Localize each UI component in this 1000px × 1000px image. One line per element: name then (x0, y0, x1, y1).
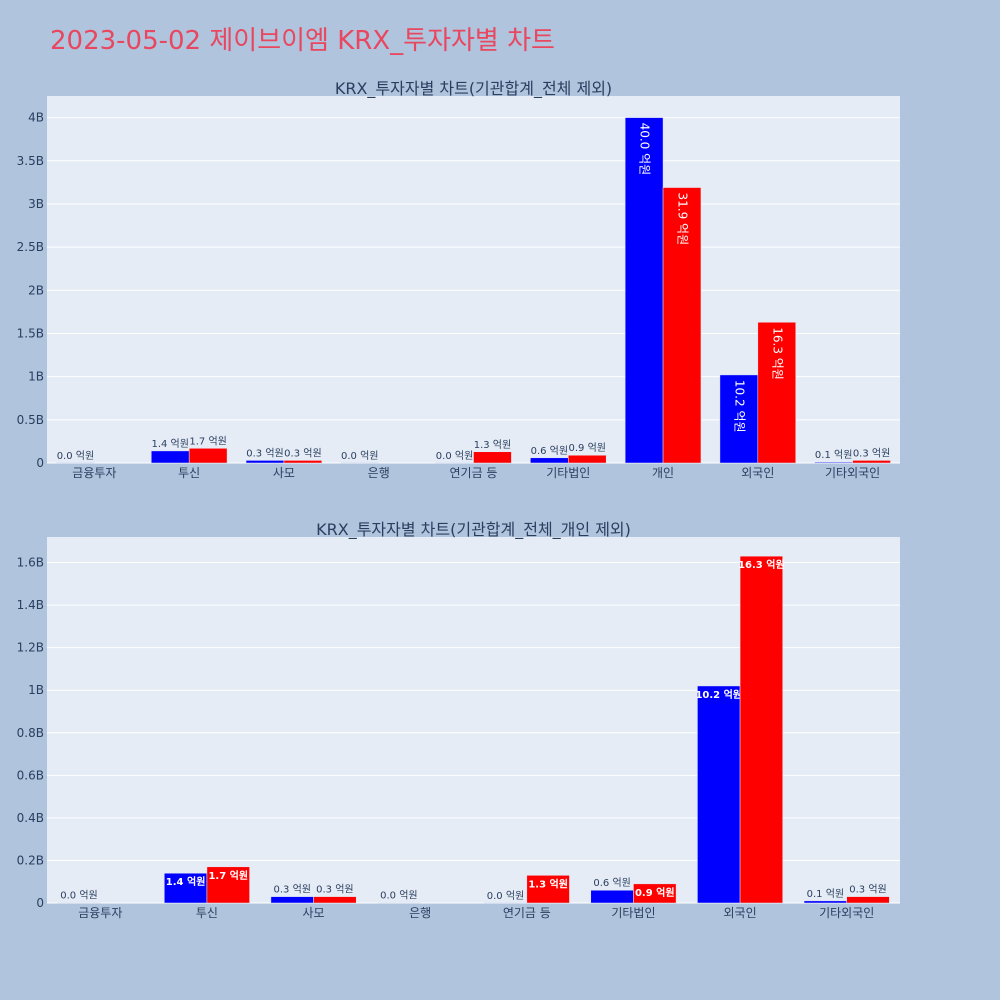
bar (283, 460, 323, 464)
bar (188, 448, 228, 464)
data-label: 1.3 억원 (528, 877, 568, 890)
data-label: 31.9 억원 (676, 193, 690, 246)
data-label: 0.0 억원 (57, 450, 94, 462)
y-tick-label: 3.5B (17, 154, 44, 168)
bar (719, 374, 759, 464)
data-label: 0.0 억원 (60, 890, 97, 902)
bar (757, 321, 796, 464)
data-label: 16.3 억원 (770, 327, 784, 380)
x-tick-label: 기타외국인 (825, 466, 880, 480)
data-label: 1.3 억원 (474, 439, 511, 451)
x-tick-label: 투신 (196, 906, 218, 920)
data-label: 0.1 억원 (807, 888, 844, 900)
data-label: 1.7 억원 (208, 869, 248, 882)
page-title: 2023-05-02 제이브이엠 KRX_투자자별 차트 (50, 26, 555, 56)
data-label: 0.3 억원 (849, 884, 886, 896)
x-tick-label: 은행 (409, 905, 431, 920)
bar (206, 866, 250, 904)
x-tick-label: 투신 (178, 466, 200, 480)
x-tick-label: 연기금 등 (503, 906, 551, 920)
chart-top: KRX_투자자별 차트(기관합계_전체 제외) 0 0.5B 1B 1.5B 2B 2.5B… (17, 79, 900, 480)
data-label: 10.2 억원 (695, 688, 742, 701)
bar (814, 461, 853, 464)
data-label: 0.9 억원 (635, 886, 675, 899)
data-label: 1.4 억원 (166, 875, 206, 888)
x-tick-label: 사모 (303, 906, 325, 920)
data-label: 0.3 억원 (273, 884, 310, 896)
data-label: 0.3 억원 (284, 447, 321, 459)
y-tick-label: 0.5B (17, 413, 44, 427)
y-tick-label: 2B (28, 283, 44, 297)
chart-title: KRX_투자자별 차트(기관합계_전체_개인 제외) (316, 520, 631, 540)
y-tick-label: 0.6B (17, 768, 44, 782)
x-tick-label: 외국인 (741, 466, 774, 480)
bar (624, 117, 664, 464)
y-tick-label: 2.5B (17, 240, 44, 254)
chart-bottom: KRX_투자자별 차트(기관합계_전체_개인 제외) 0 0.2B 0.4B 0.6B 0… (17, 520, 900, 920)
data-label: 1.4 억원 (151, 438, 188, 450)
y-tick-label: 0 (36, 896, 44, 910)
data-label: 16.3 억원 (738, 558, 785, 571)
y-tick-label: 1.5B (17, 326, 44, 340)
data-label: 0.0 억원 (436, 450, 473, 462)
y-tick-label: 0 (36, 456, 44, 470)
bar (270, 896, 314, 904)
bar (590, 889, 634, 904)
y-tick-label: 1.4B (17, 598, 44, 612)
y-tick-label: 1B (28, 683, 44, 697)
x-tick-label: 기타외국인 (819, 906, 874, 920)
y-tick-label: 0.2B (17, 853, 44, 867)
data-label: 0.6 억원 (593, 877, 630, 889)
x-tick-label: 사모 (273, 466, 295, 480)
y-tick-label: 0.4B (17, 811, 44, 825)
bar (568, 454, 607, 464)
bar (739, 555, 783, 904)
data-label: 0.0 억원 (487, 890, 524, 902)
bar (473, 451, 512, 464)
y-tick-label: 0.8B (17, 726, 44, 740)
data-label: 10.2 억원 (732, 380, 746, 433)
y-tick-label: 1B (28, 370, 44, 384)
y-tick-label: 4B (28, 111, 44, 125)
data-label: 0.3 억원 (853, 447, 890, 459)
bar (803, 900, 847, 904)
x-tick-label: 외국인 (724, 906, 757, 920)
chart-title: KRX_투자자별 차트(기관합계_전체 제외) (335, 79, 612, 99)
y-tick-label: 1.6B (17, 556, 44, 570)
x-tick-label: 기타법인 (611, 906, 655, 920)
x-tick-label: 은행 (368, 465, 390, 480)
x-tick-label: 개인 (652, 466, 674, 480)
bar (846, 896, 890, 904)
data-label: 0.3 억원 (246, 447, 283, 459)
data-label: 1.7 억원 (189, 435, 226, 447)
bar (697, 685, 741, 904)
bar (530, 457, 569, 464)
data-label: 0.9 억원 (568, 442, 605, 454)
bar (852, 460, 891, 464)
y-tick-label: 3B (28, 197, 44, 211)
bar (245, 460, 285, 464)
data-label: 0.6 억원 (531, 445, 568, 457)
data-label: 0.1 억원 (815, 449, 852, 461)
bar (526, 875, 570, 904)
y-tick-label: 1.2B (17, 641, 44, 655)
bar (313, 896, 357, 904)
bar (662, 187, 702, 464)
x-tick-label: 금융투자 (72, 466, 116, 480)
data-label: 0.3 억원 (316, 884, 353, 896)
data-label: 0.0 억원 (380, 890, 417, 902)
x-tick-label: 기타법인 (546, 466, 590, 480)
x-tick-label: 연기금 등 (450, 466, 498, 480)
data-label: 40.0 억원 (638, 123, 652, 176)
bar (151, 450, 190, 464)
data-label: 0.0 억원 (341, 450, 378, 462)
bar (633, 883, 677, 904)
x-tick-label: 금융투자 (78, 906, 122, 920)
